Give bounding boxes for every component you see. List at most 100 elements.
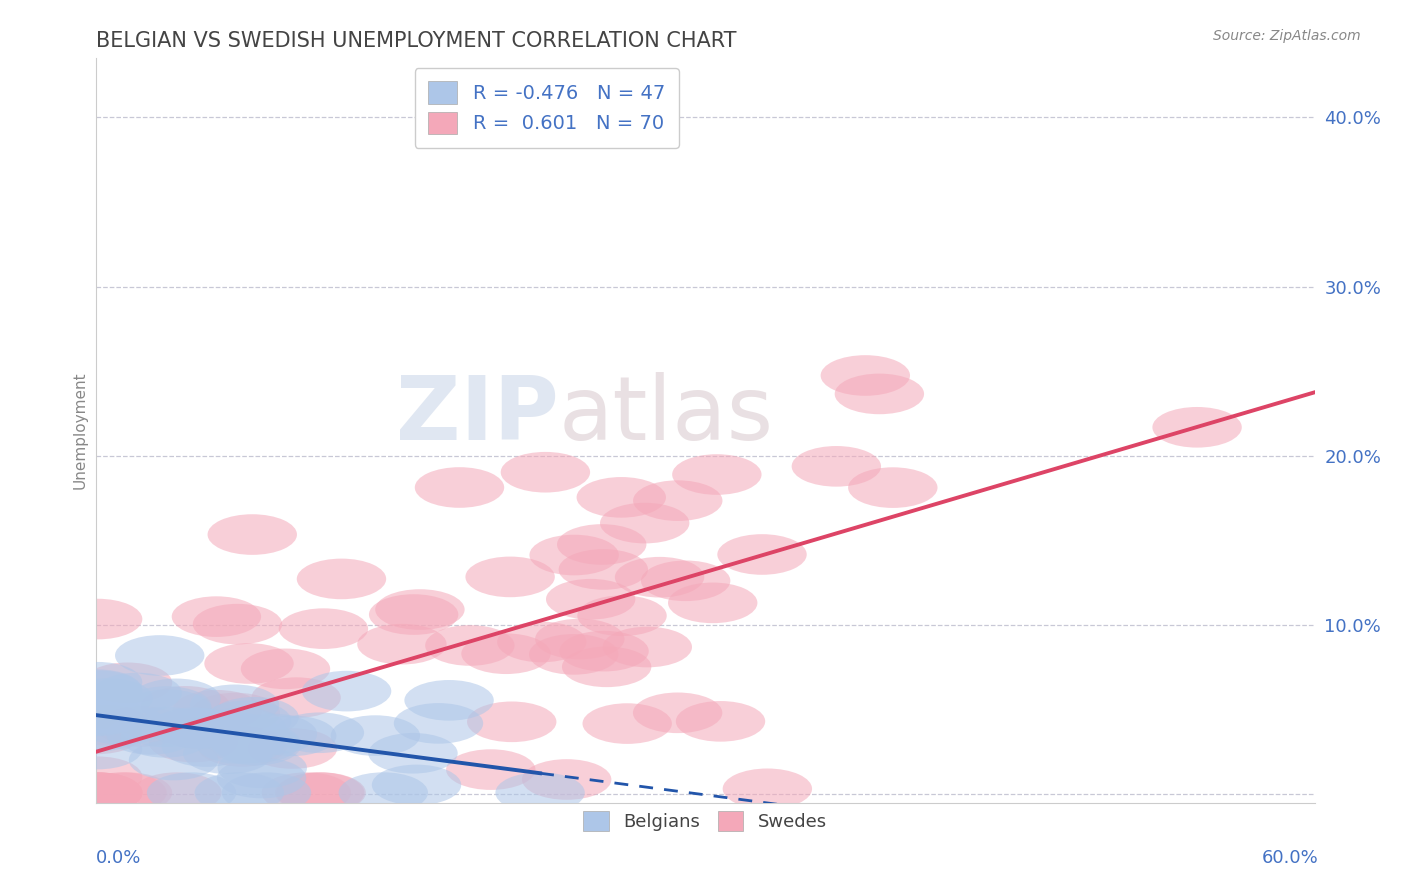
Ellipse shape	[501, 452, 591, 492]
Ellipse shape	[204, 643, 294, 684]
Ellipse shape	[394, 703, 484, 744]
Ellipse shape	[53, 711, 142, 752]
Ellipse shape	[53, 599, 142, 640]
Ellipse shape	[522, 759, 612, 800]
Ellipse shape	[557, 524, 647, 565]
Ellipse shape	[120, 706, 209, 747]
Ellipse shape	[53, 772, 142, 813]
Y-axis label: Unemployment: Unemployment	[72, 372, 87, 489]
Legend: Belgians, Swedes: Belgians, Swedes	[572, 801, 838, 842]
Ellipse shape	[149, 722, 238, 763]
Ellipse shape	[53, 669, 142, 710]
Ellipse shape	[600, 503, 689, 543]
Ellipse shape	[576, 477, 666, 517]
Text: atlas: atlas	[558, 372, 773, 459]
Ellipse shape	[339, 772, 427, 813]
Ellipse shape	[641, 560, 730, 601]
Ellipse shape	[53, 729, 142, 770]
Ellipse shape	[53, 662, 142, 703]
Ellipse shape	[821, 355, 910, 396]
Ellipse shape	[194, 772, 284, 813]
Ellipse shape	[211, 725, 301, 765]
Ellipse shape	[461, 633, 551, 674]
Ellipse shape	[131, 679, 221, 719]
Ellipse shape	[672, 454, 762, 495]
Ellipse shape	[83, 772, 172, 813]
Ellipse shape	[562, 647, 651, 687]
Ellipse shape	[676, 701, 765, 741]
Ellipse shape	[536, 619, 624, 659]
Ellipse shape	[330, 715, 420, 756]
Ellipse shape	[614, 557, 704, 598]
Ellipse shape	[425, 625, 515, 665]
Ellipse shape	[208, 514, 297, 555]
Ellipse shape	[357, 624, 447, 665]
Ellipse shape	[217, 757, 307, 798]
Ellipse shape	[191, 713, 281, 753]
Ellipse shape	[162, 726, 252, 767]
Ellipse shape	[368, 594, 458, 635]
Ellipse shape	[467, 701, 557, 742]
Ellipse shape	[53, 695, 142, 735]
Ellipse shape	[53, 671, 142, 711]
Ellipse shape	[446, 749, 536, 790]
Ellipse shape	[155, 708, 245, 749]
Ellipse shape	[415, 467, 505, 508]
Ellipse shape	[53, 772, 142, 813]
Ellipse shape	[247, 728, 337, 769]
Ellipse shape	[141, 686, 231, 727]
Ellipse shape	[183, 733, 273, 774]
Ellipse shape	[222, 772, 311, 813]
Ellipse shape	[197, 707, 285, 748]
Ellipse shape	[498, 622, 586, 662]
Ellipse shape	[77, 772, 166, 813]
Ellipse shape	[63, 678, 153, 719]
Ellipse shape	[371, 764, 461, 805]
Ellipse shape	[1153, 407, 1241, 448]
Ellipse shape	[53, 696, 142, 736]
Ellipse shape	[93, 673, 181, 714]
Ellipse shape	[53, 693, 142, 733]
Text: ZIP: ZIP	[396, 372, 558, 459]
Ellipse shape	[173, 690, 262, 731]
Ellipse shape	[276, 772, 364, 813]
Ellipse shape	[122, 686, 211, 727]
Ellipse shape	[297, 558, 387, 599]
Ellipse shape	[190, 684, 280, 725]
Ellipse shape	[848, 467, 938, 508]
Ellipse shape	[156, 708, 246, 749]
Ellipse shape	[582, 703, 672, 744]
Ellipse shape	[302, 671, 391, 712]
Ellipse shape	[405, 680, 494, 721]
Ellipse shape	[578, 595, 666, 636]
Ellipse shape	[278, 608, 368, 649]
Ellipse shape	[172, 597, 262, 637]
Ellipse shape	[495, 772, 585, 813]
Ellipse shape	[149, 707, 239, 748]
Ellipse shape	[53, 772, 142, 813]
Ellipse shape	[560, 631, 648, 672]
Ellipse shape	[209, 697, 299, 738]
Ellipse shape	[240, 648, 330, 690]
Ellipse shape	[197, 726, 287, 767]
Ellipse shape	[191, 693, 280, 733]
Ellipse shape	[193, 604, 283, 644]
Ellipse shape	[668, 582, 758, 624]
Ellipse shape	[603, 627, 692, 667]
Text: Source: ZipAtlas.com: Source: ZipAtlas.com	[1213, 29, 1361, 43]
Ellipse shape	[146, 772, 236, 813]
Ellipse shape	[107, 714, 195, 755]
Ellipse shape	[529, 634, 619, 674]
Ellipse shape	[633, 480, 723, 521]
Ellipse shape	[79, 705, 167, 745]
Ellipse shape	[277, 772, 366, 813]
Ellipse shape	[228, 714, 318, 755]
Ellipse shape	[62, 705, 150, 746]
Ellipse shape	[211, 723, 301, 763]
Ellipse shape	[195, 723, 285, 764]
Ellipse shape	[723, 769, 813, 809]
Ellipse shape	[375, 590, 464, 630]
Ellipse shape	[202, 700, 291, 741]
Ellipse shape	[633, 692, 723, 733]
Ellipse shape	[83, 663, 172, 703]
